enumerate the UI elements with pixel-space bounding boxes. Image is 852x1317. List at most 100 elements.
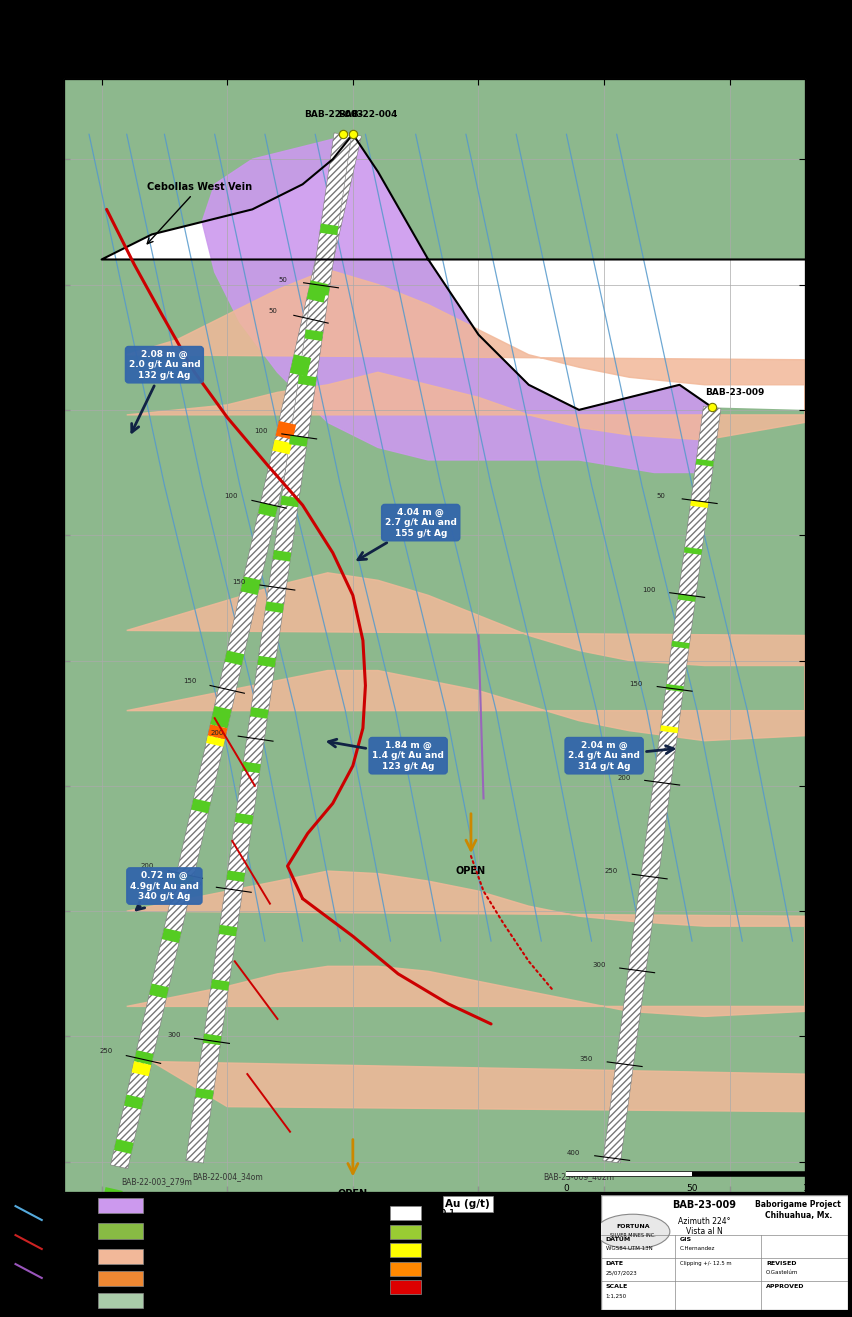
- Text: BAB-22-004_34om: BAB-22-004_34om: [192, 1172, 262, 1181]
- Text: 1.0 - 3.0: 1.0 - 3.0: [430, 1264, 468, 1274]
- Text: BAB-22-003_279m: BAB-22-003_279m: [122, 1177, 193, 1185]
- Text: 150: 150: [233, 579, 245, 585]
- Text: OPEN: OPEN: [337, 1189, 368, 1200]
- Text: 50: 50: [687, 1184, 698, 1193]
- Text: 200: 200: [617, 774, 630, 781]
- Polygon shape: [273, 551, 291, 561]
- Polygon shape: [206, 735, 225, 747]
- Text: SILVER MINES INC.: SILVER MINES INC.: [610, 1233, 655, 1238]
- Text: 2.04 m @
2.4 g/t Au and
314 g/t Ag: 2.04 m @ 2.4 g/t Au and 314 g/t Ag: [568, 740, 674, 770]
- Polygon shape: [234, 813, 253, 824]
- Text: DATUM: DATUM: [606, 1237, 630, 1242]
- Polygon shape: [162, 928, 181, 943]
- Polygon shape: [289, 435, 308, 446]
- Polygon shape: [311, 284, 330, 295]
- Text: C.Hernandez: C.Hernandez: [680, 1246, 715, 1251]
- Bar: [98, 1271, 143, 1287]
- Polygon shape: [203, 1034, 222, 1046]
- Polygon shape: [111, 132, 361, 1168]
- Text: REVISED: REVISED: [766, 1262, 797, 1266]
- Text: 1.84 m @
1.4 g/t Au and
123 g/t Ag: 1.84 m @ 1.4 g/t Au and 123 g/t Ag: [329, 739, 444, 770]
- Polygon shape: [208, 724, 227, 739]
- Text: 2.08 m @
2.0 g/t Au and
132 g/t Ag: 2.08 m @ 2.0 g/t Au and 132 g/t Ag: [129, 350, 200, 432]
- Text: O.Gastelúm: O.Gastelúm: [766, 1271, 798, 1275]
- Polygon shape: [307, 281, 328, 303]
- Polygon shape: [175, 872, 194, 888]
- Polygon shape: [186, 133, 352, 1163]
- Text: 200: 200: [210, 730, 224, 736]
- Text: 300: 300: [167, 1033, 181, 1038]
- Text: Clipping +/- 12.5 m: Clipping +/- 12.5 m: [680, 1262, 731, 1266]
- Text: Baborigame Project
Chihuahua, Mx.: Baborigame Project Chihuahua, Mx.: [756, 1200, 841, 1220]
- Polygon shape: [603, 406, 721, 1163]
- Text: BAB-23-009_402m: BAB-23-009_402m: [544, 1172, 614, 1181]
- Polygon shape: [696, 458, 714, 466]
- Circle shape: [596, 1214, 670, 1249]
- Text: 0.72 m @
4.9g/t Au and
340 g/t Ag: 0.72 m @ 4.9g/t Au and 340 g/t Ag: [130, 871, 199, 910]
- Text: 25/07/2023: 25/07/2023: [606, 1271, 637, 1275]
- Polygon shape: [280, 495, 299, 507]
- Polygon shape: [660, 726, 678, 734]
- Polygon shape: [290, 354, 311, 377]
- Text: 0.1 - 0.5: 0.1 - 0.5: [430, 1227, 468, 1237]
- Text: BAB-22-003: BAB-22-003: [303, 111, 363, 119]
- Text: APPROVED: APPROVED: [766, 1284, 804, 1289]
- Text: DATE: DATE: [606, 1262, 624, 1266]
- Polygon shape: [95, 1223, 114, 1239]
- Bar: [390, 1225, 421, 1238]
- Text: 250: 250: [99, 1048, 112, 1054]
- Bar: [98, 1198, 143, 1213]
- Polygon shape: [225, 651, 245, 665]
- Polygon shape: [91, 1235, 112, 1254]
- Text: 100: 100: [225, 493, 238, 499]
- Text: 50: 50: [268, 308, 278, 313]
- Text: 0: 0: [563, 1184, 569, 1193]
- Polygon shape: [127, 871, 805, 1017]
- Text: SCALE: SCALE: [606, 1284, 628, 1289]
- Polygon shape: [671, 641, 689, 649]
- Bar: [390, 1206, 421, 1220]
- Text: 150: 150: [630, 681, 643, 686]
- Polygon shape: [677, 594, 696, 602]
- Polygon shape: [202, 134, 712, 473]
- Bar: [390, 1280, 421, 1295]
- Text: 50: 50: [279, 277, 287, 283]
- Polygon shape: [64, 79, 805, 1192]
- Polygon shape: [127, 573, 805, 740]
- Polygon shape: [152, 1062, 805, 1112]
- Polygon shape: [320, 224, 338, 236]
- Text: 250: 250: [189, 881, 202, 888]
- Polygon shape: [210, 980, 229, 990]
- Text: 50: 50: [657, 493, 665, 499]
- Polygon shape: [64, 79, 805, 1192]
- Bar: [98, 1223, 143, 1238]
- Polygon shape: [250, 707, 268, 719]
- Polygon shape: [101, 79, 805, 410]
- Text: BAB-22-004: BAB-22-004: [337, 111, 397, 119]
- Text: 300: 300: [592, 963, 606, 968]
- Text: 350: 350: [579, 1056, 593, 1062]
- Text: WGS84 UTM 13N: WGS84 UTM 13N: [606, 1246, 653, 1251]
- Text: Azimuth 224°
Vista al N: Azimuth 224° Vista al N: [678, 1217, 731, 1235]
- Bar: [390, 1243, 421, 1258]
- Polygon shape: [131, 1062, 151, 1076]
- Text: > 3.0: > 3.0: [430, 1283, 455, 1292]
- Text: 100: 100: [254, 428, 268, 433]
- Polygon shape: [665, 684, 684, 691]
- Text: 150: 150: [183, 678, 196, 684]
- Text: 1:1,250: 1:1,250: [606, 1293, 627, 1299]
- Text: > 3.0: > 3.0: [430, 1283, 455, 1292]
- Polygon shape: [227, 871, 245, 882]
- Text: 100: 100: [642, 587, 655, 593]
- Polygon shape: [149, 984, 169, 998]
- Bar: [98, 1293, 143, 1308]
- Polygon shape: [124, 1094, 144, 1109]
- Text: < 0.1: < 0.1: [430, 1209, 455, 1217]
- Polygon shape: [240, 577, 261, 595]
- Text: 0.1 - 0.5: 0.1 - 0.5: [430, 1227, 468, 1237]
- Text: GIS: GIS: [680, 1237, 692, 1242]
- Text: Cebollas West Vein: Cebollas West Vein: [147, 182, 252, 244]
- Polygon shape: [103, 1187, 123, 1202]
- Text: 0.5 - 1.0: 0.5 - 1.0: [430, 1246, 468, 1255]
- Polygon shape: [219, 925, 237, 936]
